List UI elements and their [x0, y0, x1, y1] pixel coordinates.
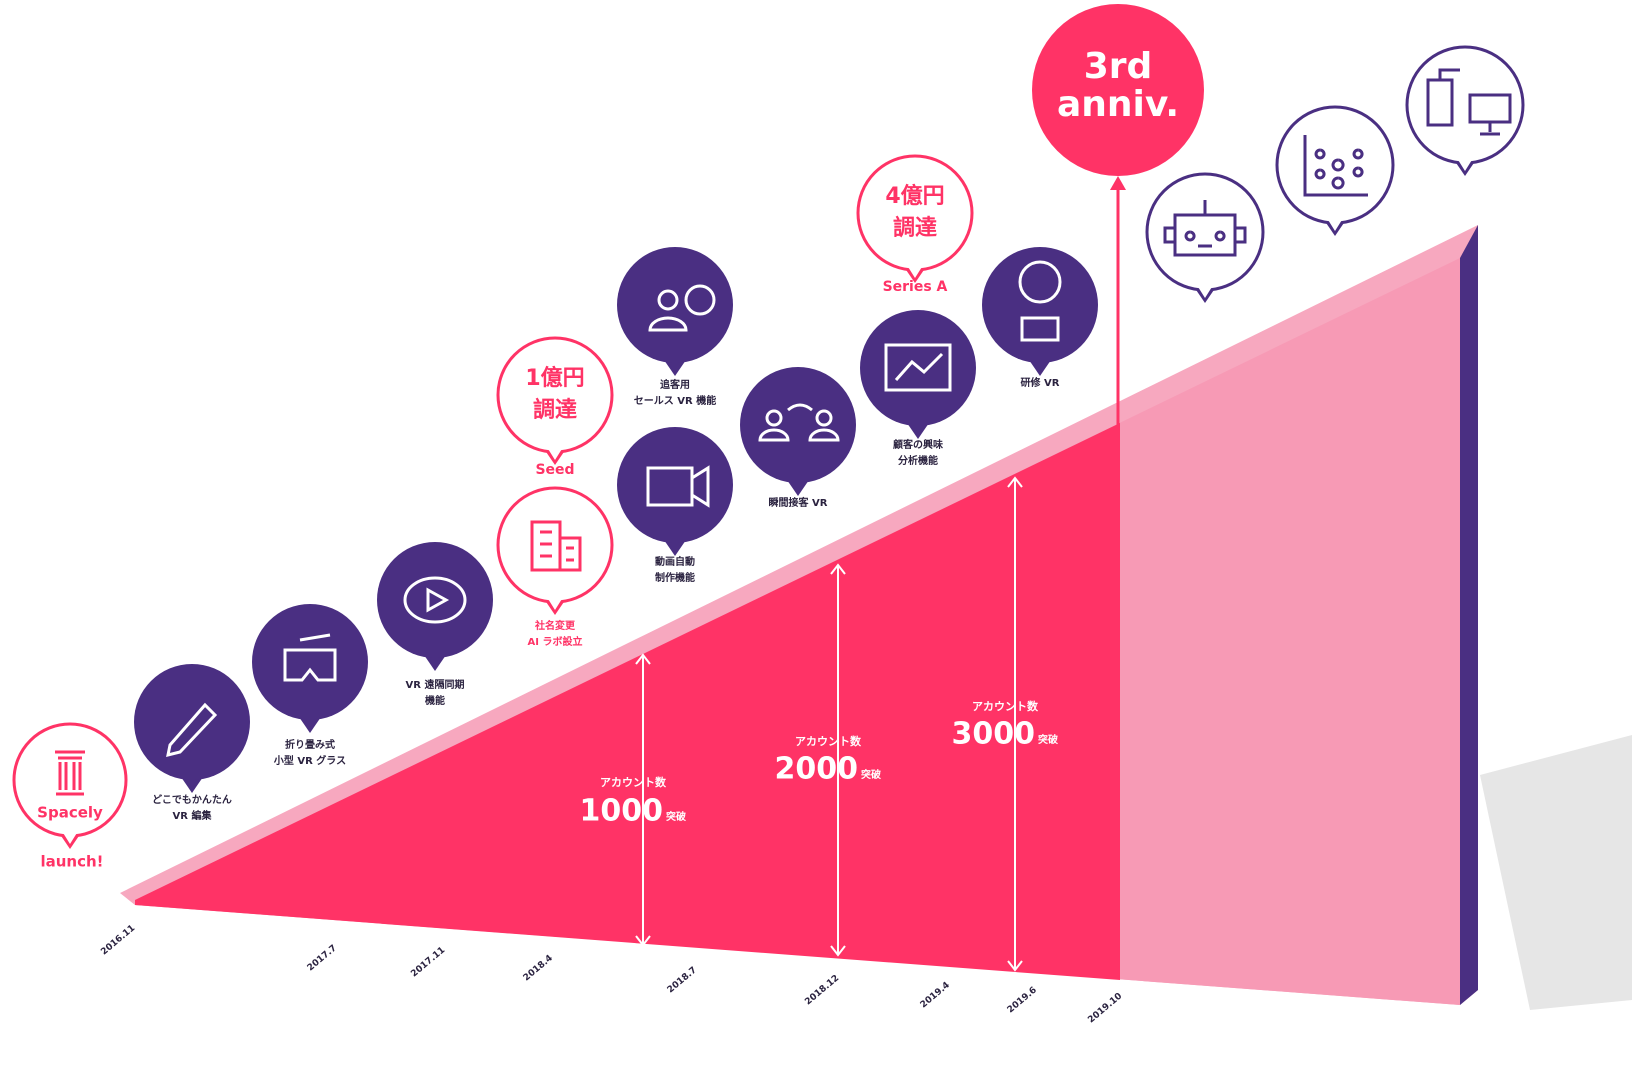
icon [758, 403, 840, 442]
feature-label: 小型 VR グラス [273, 754, 346, 767]
icon [1303, 135, 1368, 197]
feature-label: VR 遠隔同期 [406, 678, 465, 691]
anniversary-circle [1032, 4, 1204, 176]
bubble [740, 367, 856, 483]
bubble [982, 247, 1098, 363]
icon [530, 520, 582, 572]
icon [884, 343, 952, 392]
date-label: 2017.11 [409, 945, 447, 979]
feature-label: 機能 [425, 694, 445, 707]
icon [166, 702, 218, 758]
feature-label: 顧客の興味 [893, 438, 943, 451]
launch-caption: launch! [40, 853, 103, 871]
bubble [377, 542, 493, 658]
icon [1426, 68, 1512, 136]
funding-amount: 調達 [533, 397, 577, 423]
account-suffix: 突破 [861, 768, 881, 781]
feature-label: 瞬間接客 VR [769, 496, 828, 509]
bubble [496, 336, 614, 454]
anniversary-text: anniv. [1057, 84, 1179, 125]
icon [403, 576, 467, 624]
funding-round: Seed [535, 462, 574, 478]
launch-name: Spacely [37, 804, 103, 822]
date-label: 2018.7 [666, 965, 699, 995]
icon [646, 465, 710, 508]
arrow-head [830, 563, 846, 957]
icon [1163, 200, 1247, 257]
bubble-tail-inner [1195, 282, 1215, 298]
feature-label: 研修 VR [1021, 376, 1060, 389]
bubble [496, 486, 614, 604]
account-count: 3000 [952, 717, 1036, 752]
rebrand-label: AI ラボ設立 [528, 635, 583, 648]
bubble-tail-inner [905, 262, 925, 278]
bubble [617, 427, 733, 543]
account-count: 1000 [580, 794, 664, 829]
arrow-head [635, 653, 651, 947]
feature-label: 折り畳み式 [285, 738, 335, 751]
feature-label: 分析機能 [898, 454, 938, 467]
date-label: 2018.4 [522, 953, 555, 983]
icon [1018, 260, 1062, 342]
shadow [1480, 735, 1632, 1010]
date-label: 2019.4 [919, 980, 952, 1010]
bubble [1275, 105, 1395, 225]
arrow-head [1007, 476, 1023, 972]
bubble-tail-inner [1325, 215, 1345, 231]
bubble [1405, 45, 1525, 165]
account-count: 2000 [775, 752, 859, 787]
arrow-head [1110, 176, 1126, 190]
growth-area [135, 423, 1120, 980]
funding-amount: 1億円 [525, 365, 584, 391]
account-suffix: 突破 [1038, 733, 1058, 746]
account-label: アカウント数 [972, 699, 1039, 713]
account-label: アカウント数 [600, 775, 667, 789]
feature-label: 追客用 [660, 378, 690, 391]
icon [55, 750, 85, 796]
date-label: 2017.7 [306, 943, 339, 973]
anniversary-text: 3rd [1084, 46, 1153, 87]
bubble [252, 604, 368, 720]
side [1460, 225, 1478, 1005]
feature-label: 動画自動 [655, 555, 695, 568]
bubble-tail-inner [60, 828, 80, 844]
icon [283, 633, 337, 682]
bubble-tail-inner [545, 594, 565, 610]
bubble-tail-inner [545, 444, 565, 460]
date-label: 2018.12 [803, 973, 841, 1007]
feature-label: セールス VR 機能 [634, 394, 716, 407]
date-label: 2019.10 [1086, 991, 1124, 1025]
account-label: アカウント数 [795, 734, 862, 748]
date-label: 2016.11 [99, 923, 137, 957]
funding-round: Series A [883, 279, 948, 295]
funding-amount: 調達 [893, 215, 937, 241]
bubble-tail-inner [1455, 155, 1475, 171]
bubble [856, 154, 974, 272]
funding-amount: 4億円 [885, 183, 944, 209]
date-label: 2019.6 [1006, 985, 1039, 1015]
feature-label: 制作機能 [655, 571, 695, 584]
account-suffix: 突破 [666, 810, 686, 823]
feature-label: どこでもかんたん [152, 793, 232, 806]
feature-label: VR 編集 [173, 809, 213, 822]
rebrand-label: 社名変更 [534, 619, 576, 632]
icon [648, 284, 716, 332]
